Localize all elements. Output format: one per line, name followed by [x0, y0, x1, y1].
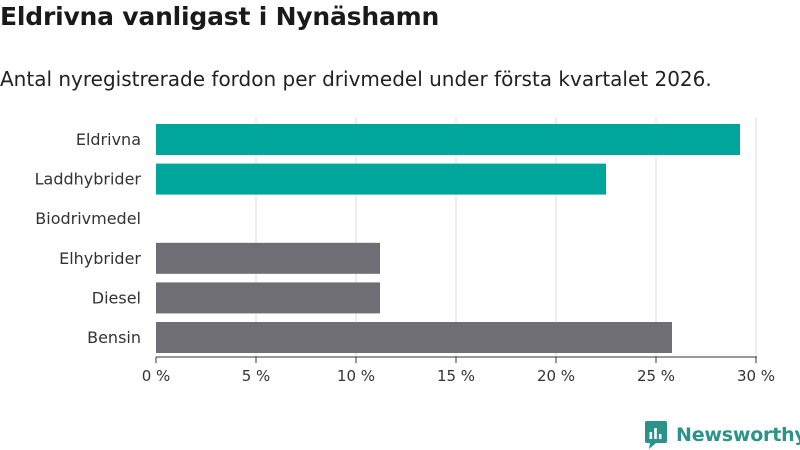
chart-title: Eldrivna vanligast i Nynäshamn — [0, 2, 440, 31]
category-label: Laddhybrider — [35, 170, 142, 189]
x-tick-label: 15 % — [437, 367, 475, 385]
newsworthy-logo-icon — [645, 421, 667, 449]
category-labels: Eldrivna Laddhybrider Biodrivmedel Elhybrid… — [35, 130, 142, 347]
x-axis: 0 % 5 % 10 % 15 % 20 % 25 % 30 % — [142, 356, 775, 385]
category-label: Diesel — [92, 288, 141, 307]
chart-subtitle: Antal nyregistrerade fordon per drivmede… — [0, 67, 712, 91]
x-tick-label: 25 % — [637, 367, 675, 385]
x-tick-label: 30 % — [737, 367, 775, 385]
bar-elhybrider — [156, 242, 380, 274]
category-label: Eldrivna — [76, 130, 141, 149]
bar-eldrivna — [156, 124, 740, 155]
x-tick-label: 20 % — [537, 367, 575, 385]
brand-name: Newsworthy — [676, 424, 800, 446]
category-label: Bensin — [87, 328, 141, 347]
bar-diesel — [156, 282, 380, 314]
category-label: Biodrivmedel — [35, 209, 141, 228]
bar-bensin — [156, 322, 672, 353]
brand-logo: Newsworthy — [644, 420, 800, 450]
category-label: Elhybrider — [59, 249, 141, 268]
x-tick-label: 10 % — [337, 367, 375, 385]
x-tick-label: 0 % — [142, 367, 171, 385]
gridlines — [255, 117, 757, 357]
x-tick-label: 5 % — [242, 367, 271, 385]
bar-laddhybrider — [156, 163, 606, 195]
bars — [156, 124, 740, 353]
